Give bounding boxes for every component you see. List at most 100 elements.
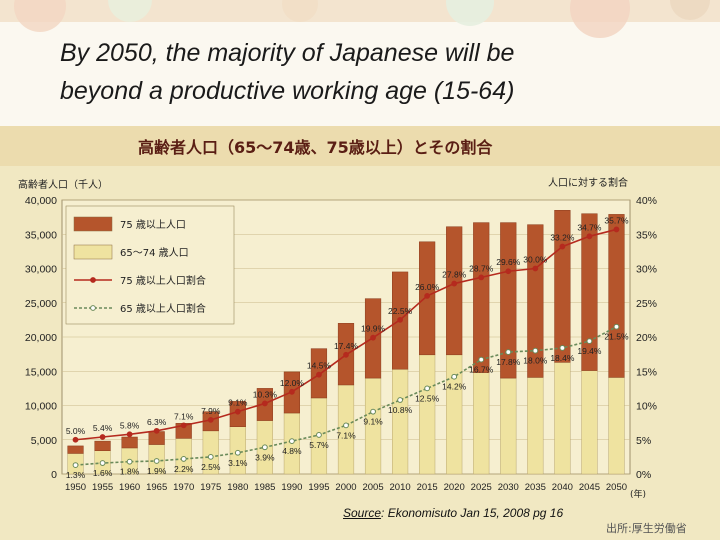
y-tick-label-right: 10% xyxy=(636,401,657,413)
slide-title-line-2: beyond a productive working age (15-64) xyxy=(60,77,515,105)
y-tick-label-left: 25,000 xyxy=(25,298,57,310)
label-75-plus-share: 16.7% xyxy=(469,365,494,375)
point-75-plus-share xyxy=(289,438,295,445)
label-65-plus-share: 29.6% xyxy=(496,257,521,267)
x-tick-label: 1965 xyxy=(146,482,167,493)
label-65-plus-share: 30.0% xyxy=(523,255,548,265)
x-tick-label: 1995 xyxy=(308,482,329,493)
bar-65-74 xyxy=(419,354,436,475)
point-75-plus-share xyxy=(207,453,214,460)
x-tick-label: 1970 xyxy=(173,482,194,493)
label-75-plus-share: 17.8% xyxy=(496,357,521,367)
source-note: Source: Ekonomisuto Jan 15, 2008 pg 16 xyxy=(343,506,563,520)
label-65-plus-share: 5.4% xyxy=(93,423,113,433)
legend-label: 65 歳以上人口割合 xyxy=(120,302,206,315)
label-75-plus-share: 12.5% xyxy=(415,393,440,403)
line-75-plus-share xyxy=(75,326,617,466)
point-75-plus-share xyxy=(505,349,512,355)
legend-marker xyxy=(90,277,96,283)
x-tick-label: 1985 xyxy=(254,482,275,493)
y-tick-label-right: 0% xyxy=(636,469,651,481)
point-75-plus-share xyxy=(343,422,349,429)
bar-75-plus xyxy=(67,445,84,454)
point-65-plus-share xyxy=(234,408,241,415)
point-65-plus-share xyxy=(72,436,79,443)
bar-75-plus xyxy=(608,214,625,378)
bar-75-plus xyxy=(500,222,517,379)
label-65-plus-share: 34.7% xyxy=(577,222,602,232)
y-tick-label-left: 30,000 xyxy=(25,264,57,276)
x-tick-label: 2045 xyxy=(579,482,600,493)
x-tick-label: 2000 xyxy=(335,482,356,493)
label-65-plus-share: 26.0% xyxy=(415,282,440,292)
x-tick-label: 2010 xyxy=(390,482,411,493)
bar-65-74 xyxy=(392,368,409,475)
label-75-plus-share: 14.2% xyxy=(442,382,467,392)
point-65-plus-share xyxy=(99,434,106,440)
bar-65-74 xyxy=(608,377,625,475)
label-65-plus-share: 28.7% xyxy=(469,263,494,273)
y-tick-label-right: 40% xyxy=(636,195,657,207)
point-65-plus-share xyxy=(289,388,295,395)
legend-swatch xyxy=(73,216,113,232)
label-65-plus-share: 27.8% xyxy=(442,270,467,280)
x-tick-label: 2050 xyxy=(606,482,627,493)
line-series xyxy=(72,226,620,468)
point-65-plus-share xyxy=(424,293,431,299)
x-tick-label: 2020 xyxy=(444,482,465,493)
label-75-plus-share: 1.9% xyxy=(147,466,167,476)
point-65-plus-share xyxy=(505,268,512,275)
y-tick-label-right: 25% xyxy=(636,298,657,310)
y-tick-label-left: 0 xyxy=(51,469,57,481)
y-tick-label-left: 35,000 xyxy=(25,229,57,241)
x-tick-label: 2005 xyxy=(362,482,383,493)
point-65-plus-share xyxy=(343,351,349,358)
point-75-plus-share xyxy=(451,373,458,380)
label-65-plus-share: 19.9% xyxy=(361,324,386,334)
x-axis-unit: (年) xyxy=(630,488,646,500)
point-75-plus-share xyxy=(180,456,187,462)
source-text: : Ekonomisuto Jan 15, 2008 pg 16 xyxy=(381,506,564,520)
y-tick-label-right: 35% xyxy=(636,229,657,241)
x-tick-label: 1950 xyxy=(65,482,86,493)
bar-75-plus xyxy=(527,224,544,378)
x-tick-label: 2025 xyxy=(471,482,492,493)
point-65-plus-share xyxy=(126,431,133,438)
x-tick-label: 1980 xyxy=(227,482,248,493)
point-75-plus-share xyxy=(532,347,539,354)
label-65-plus-share: 10.3% xyxy=(253,389,278,399)
x-tick-label: 2040 xyxy=(552,482,573,493)
bar-65-74 xyxy=(554,362,571,475)
label-75-plus-share: 9.1% xyxy=(363,417,383,427)
x-tick-label: 2035 xyxy=(525,482,546,493)
label-75-plus-share: 10.8% xyxy=(388,405,413,415)
point-75-plus-share xyxy=(370,408,376,415)
slide-title: By 2050, the majority of Japanese will b… xyxy=(60,34,700,110)
point-75-plus-share xyxy=(261,444,268,451)
point-75-plus-share xyxy=(613,323,620,330)
point-65-plus-share xyxy=(207,416,214,423)
label-75-plus-share: 1.6% xyxy=(93,468,113,478)
chart-title-band xyxy=(0,126,720,166)
label-75-plus-share: 1.3% xyxy=(66,470,86,480)
chart-title: 高齢者人口（65～74歳、75歳以上）とその割合 xyxy=(138,138,493,157)
label-75-plus-share: 4.8% xyxy=(282,446,302,456)
bar-65-74 xyxy=(473,372,490,475)
point-75-plus-share xyxy=(397,397,403,403)
legend-swatch xyxy=(73,244,113,260)
legend-label: 75 歳以上人口 xyxy=(120,219,186,231)
point-75-plus-share xyxy=(316,432,322,438)
label-75-plus-share: 7.1% xyxy=(336,430,356,440)
point-75-plus-share xyxy=(99,460,106,466)
y-tick-label-left: 10,000 xyxy=(25,401,57,413)
label-65-plus-share: 12.0% xyxy=(280,378,305,388)
x-tick-label: 2030 xyxy=(498,482,519,493)
bar-75-plus xyxy=(94,440,111,451)
legend-label: 75 歳以上人口割合 xyxy=(120,274,206,287)
point-75-plus-share xyxy=(153,458,160,464)
label-75-plus-share: 5.7% xyxy=(309,440,329,450)
label-65-plus-share: 6.3% xyxy=(147,417,167,427)
bar-75-plus xyxy=(446,226,463,356)
label-75-plus-share: 2.2% xyxy=(174,464,194,474)
point-65-plus-share xyxy=(559,243,566,250)
